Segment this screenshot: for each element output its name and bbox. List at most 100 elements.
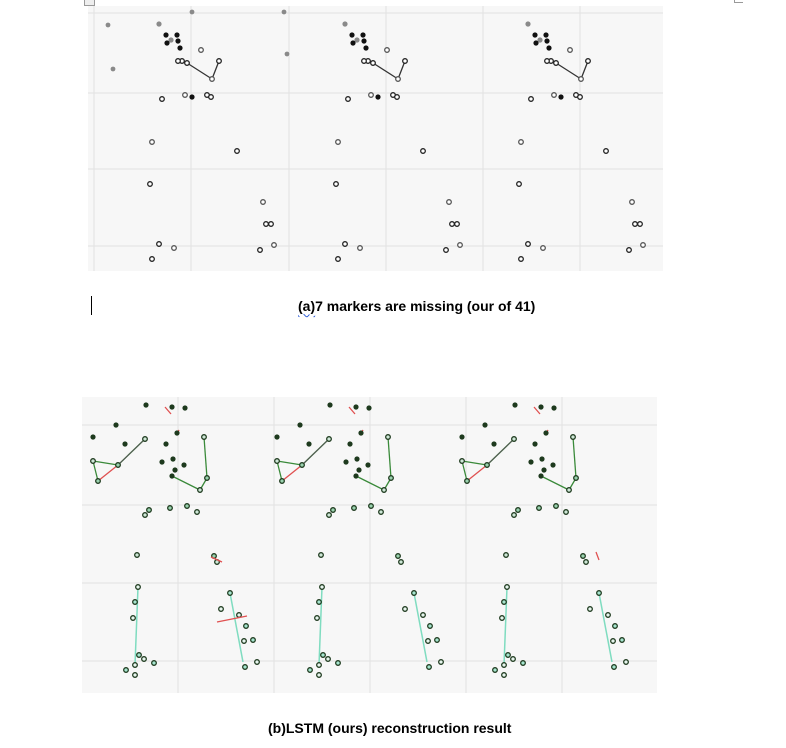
skeleton-bone: [580, 60, 589, 80]
skeleton-bone: [387, 436, 392, 479]
marker-point: [170, 456, 176, 462]
marker-point: [361, 38, 367, 44]
marker-point: [234, 148, 240, 154]
marker-point: [596, 590, 602, 596]
marker-point: [459, 434, 465, 440]
marker-point: [491, 441, 497, 447]
marker-point: [544, 58, 550, 64]
marker-point: [353, 473, 359, 479]
skeleton-bone: [595, 551, 600, 561]
skeleton-bone: [461, 460, 468, 482]
marker-point: [177, 45, 183, 51]
skeleton-bone: [117, 438, 146, 466]
marker-point: [159, 459, 165, 465]
marker-point: [368, 503, 374, 509]
marker-point: [320, 652, 326, 658]
skeleton-bone: [413, 592, 428, 663]
marker-point: [551, 92, 557, 98]
marker-point: [115, 462, 121, 468]
marker-point: [540, 245, 546, 251]
marker-point: [356, 467, 362, 473]
marker-point: [149, 139, 155, 145]
marker-point: [492, 667, 498, 673]
marker-point: [603, 148, 609, 154]
marker-point: [349, 32, 355, 38]
marker-point: [330, 507, 336, 513]
skeleton-bone: [211, 60, 220, 80]
corner-handle-icon[interactable]: [734, 0, 743, 3]
marker-point: [141, 656, 147, 662]
marker-point: [189, 9, 195, 15]
marker-point: [510, 656, 516, 662]
marker-point: [632, 221, 638, 227]
marker-point: [132, 672, 138, 678]
caption-b-text: (b)LSTM (ours) reconstruction result: [268, 720, 512, 736]
marker-point: [147, 181, 153, 187]
marker-point: [538, 404, 544, 410]
skeleton-bone: [572, 436, 577, 479]
marker-point: [629, 199, 635, 205]
marker-point: [385, 434, 391, 440]
marker-point: [484, 462, 490, 468]
marker-point: [181, 462, 187, 468]
marker-point: [167, 505, 173, 511]
marker-point: [567, 47, 573, 53]
marker-point: [573, 475, 579, 481]
marker-point: [113, 422, 119, 428]
marker-point: [425, 638, 431, 644]
marker-point: [504, 584, 510, 590]
skeleton-bone: [540, 475, 570, 491]
skeleton-bone: [92, 460, 99, 482]
marker-point: [343, 459, 349, 465]
marker-point: [550, 462, 556, 468]
caption-a-prefix: (a): [298, 298, 316, 314]
marker-point: [242, 664, 248, 670]
skeleton-bone: [372, 62, 399, 80]
marker-point: [333, 181, 339, 187]
marker-point: [257, 247, 263, 253]
marker-point: [297, 422, 303, 428]
marker-point: [163, 32, 169, 38]
marker-point: [136, 652, 142, 658]
marker-point: [156, 21, 162, 27]
skeleton-bone: [348, 406, 356, 415]
marker-point: [538, 473, 544, 479]
skeleton-bone: [229, 592, 244, 663]
marker-point: [143, 402, 149, 408]
marker-point: [326, 436, 332, 442]
marker-point: [375, 94, 381, 100]
marker-point: [182, 405, 188, 411]
marker-point: [164, 40, 170, 46]
skeleton-bone: [355, 475, 385, 491]
marker-point: [90, 434, 96, 440]
resize-handle-icon[interactable]: [84, 0, 95, 6]
marker-point: [345, 96, 351, 102]
marker-point: [274, 434, 280, 440]
skeleton-bone: [186, 62, 213, 80]
marker-point: [174, 430, 180, 436]
skeleton-bone: [503, 586, 508, 666]
caption-a-text: 7 markers are missing (our of 41): [315, 298, 536, 314]
marker-point: [543, 430, 549, 436]
marker-point: [201, 434, 207, 440]
marker-point: [637, 221, 643, 227]
marker-point: [184, 60, 190, 66]
marker-point: [134, 552, 140, 558]
skeleton-bone: [318, 586, 323, 666]
marker-point: [394, 94, 400, 100]
text-cursor: [91, 296, 92, 315]
marker-point: [274, 458, 280, 464]
marker-point: [175, 38, 181, 44]
marker-point: [142, 512, 148, 518]
marker-point: [553, 60, 559, 66]
marker-point: [501, 662, 507, 668]
marker-point: [105, 22, 111, 28]
marker-point: [146, 507, 152, 513]
marker-point: [314, 615, 320, 621]
skeleton-bone: [301, 438, 330, 466]
marker-point: [241, 638, 247, 644]
skeleton-bone: [134, 586, 139, 666]
marker-point: [168, 37, 174, 43]
marker-point: [398, 559, 404, 565]
marker-point: [438, 659, 444, 665]
